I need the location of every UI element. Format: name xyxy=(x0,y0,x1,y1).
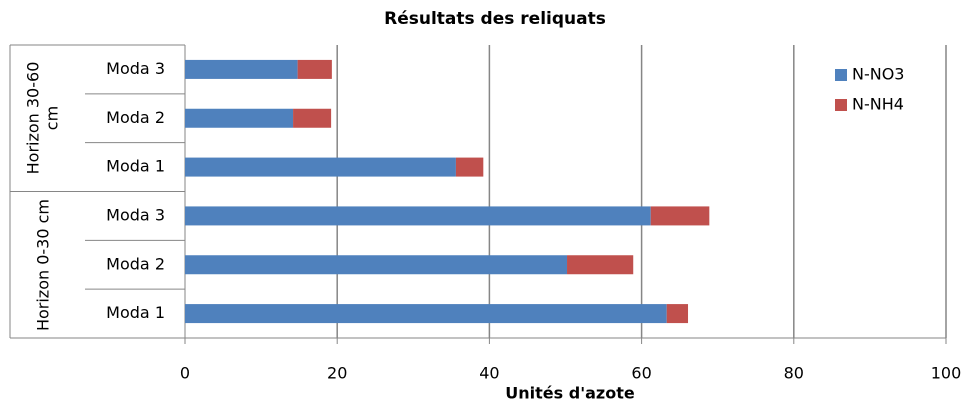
y-tick-label: Moda 1 xyxy=(106,303,165,322)
legend-swatch xyxy=(835,99,847,111)
bar-segment xyxy=(650,206,710,226)
group-label: Horizon 30-60 cm xyxy=(23,61,61,175)
y-tick-label: Moda 2 xyxy=(106,108,165,127)
bar-segment xyxy=(185,59,298,79)
y-tick-label: Moda 3 xyxy=(106,205,165,224)
x-tick-label: 0 xyxy=(180,364,190,383)
x-tick-label: 20 xyxy=(327,364,347,383)
x-axis-label: Unités d'azote xyxy=(505,384,635,403)
bar-segment xyxy=(455,157,484,177)
chart-title: Résultats des reliquats xyxy=(384,9,606,29)
legend-swatch xyxy=(835,69,847,81)
bar-segment xyxy=(666,304,689,324)
bar-segment xyxy=(297,59,332,79)
group-label: Horizon 0-30 cm xyxy=(32,198,52,331)
bar-segment xyxy=(567,255,634,275)
bar-segment xyxy=(185,304,667,324)
legend-label: N-NO3 xyxy=(852,65,904,84)
y-tick-label: Moda 1 xyxy=(106,157,165,176)
y-tick-label: Moda 3 xyxy=(106,59,165,78)
bar-segment xyxy=(293,108,332,128)
x-tick-label: 80 xyxy=(784,364,804,383)
x-tick-label: 100 xyxy=(931,364,962,383)
y-tick-label: Moda 2 xyxy=(106,254,165,273)
legend-label: N-NH4 xyxy=(852,95,904,114)
bar-segment xyxy=(185,206,651,226)
bar-segment xyxy=(185,157,456,177)
bar-segment xyxy=(185,108,294,128)
bar-segment xyxy=(185,255,568,275)
x-tick-label: 60 xyxy=(631,364,651,383)
x-tick-label: 40 xyxy=(479,364,499,383)
